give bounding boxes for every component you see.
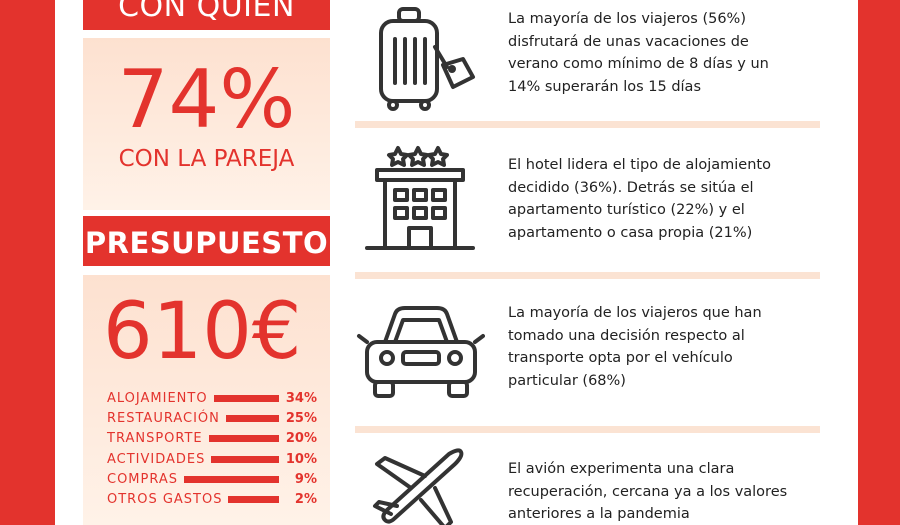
info-text: La mayoría de los viajeros (56%) disfrut… — [508, 8, 808, 98]
budget-value: 9% — [294, 471, 317, 487]
text-line: anteriores a la pandemia — [508, 506, 690, 522]
budget-row: ALOJAMIENTO 34% — [107, 388, 317, 408]
text-line: disfrutará de unas vacaciones de — [508, 33, 749, 50]
divider — [355, 426, 820, 433]
budget-header: PRESUPUESTO — [83, 216, 330, 266]
budget-value: 20% — [285, 431, 317, 447]
text-line: apartamento turístico (22%) y el — [508, 202, 745, 218]
info-text: La mayoría de los viajeros que han tomad… — [508, 302, 808, 392]
left-red-border — [0, 0, 55, 525]
budget-bar — [208, 435, 279, 443]
right-red-border — [858, 0, 900, 525]
budget-amount: 610€ — [103, 287, 302, 377]
suitcase-icon — [355, 5, 485, 115]
car-icon — [355, 292, 485, 402]
who-panel — [83, 38, 330, 210]
text-line: El hotel lidera el tipo de alojamiento — [508, 157, 771, 173]
text-line: verano como mínimo de 8 días y un — [508, 56, 769, 72]
budget-value: 25% — [285, 410, 317, 426]
budget-row: OTROS GASTOS 2% — [107, 489, 317, 509]
info-row-transport: La mayoría de los viajeros que han tomad… — [355, 290, 820, 420]
budget-row: TRANSPORTE 20% — [107, 429, 317, 449]
text-line: decidido (36%). Detrás se sitúa el — [508, 179, 754, 196]
text-line: recuperación, cercana ya a los valores — [508, 483, 788, 500]
text-line: particular (68%) — [508, 372, 626, 389]
budget-label: COMPRAS — [107, 471, 179, 487]
budget-value: 34% — [285, 390, 317, 406]
budget-value: 10% — [285, 451, 317, 467]
budget-row: ACTIVIDADES 10% — [107, 449, 317, 469]
text-line: 14% superarán los 15 días — [508, 78, 701, 95]
text-line: apartamento o casa propia (21%) — [508, 224, 753, 241]
budget-label: RESTAURACIÓN — [107, 410, 220, 426]
budget-bar — [225, 414, 279, 422]
right-white-stripe — [852, 0, 858, 525]
budget-bar — [211, 455, 279, 463]
text-line: tomado una decisión respecto al — [508, 327, 745, 344]
budget-breakdown: ALOJAMIENTO 34% RESTAURACIÓN 25% TRANSPORT… — [107, 388, 317, 510]
budget-row: RESTAURACIÓN 25% — [107, 408, 317, 428]
text-line: El avión experimenta una clara — [508, 461, 735, 477]
budget-row: COMPRAS 9% — [107, 469, 317, 489]
text-line: La mayoría de los viajeros (56%) — [508, 11, 746, 27]
left-column: CON QUIÉN 74% CON LA PAREJA PRESUPUESTO … — [83, 0, 330, 525]
divider — [355, 272, 820, 279]
budget-bar — [213, 394, 279, 402]
divider — [355, 121, 820, 128]
info-row-lodging: El hotel lidera el tipo de alojamiento d… — [355, 138, 820, 268]
text-line: transporte opta por el vehículo — [508, 350, 733, 366]
budget-value: 2% — [294, 492, 317, 508]
airplane-icon — [355, 444, 485, 525]
who-header: CON QUIÉN — [83, 0, 330, 30]
info-text: El avión experimenta una clara recuperac… — [508, 458, 808, 525]
who-percentage: 74% — [117, 53, 296, 146]
info-row-duration: La mayoría de los viajeros (56%) disfrut… — [355, 0, 820, 120]
budget-label: ALOJAMIENTO — [107, 390, 208, 406]
budget-bar — [228, 496, 279, 504]
budget-panel — [83, 275, 330, 525]
budget-label: TRANSPORTE — [107, 431, 203, 447]
info-text: El hotel lidera el tipo de alojamiento d… — [508, 154, 808, 244]
info-row-flight: El avión experimenta una clara recuperac… — [355, 440, 820, 525]
text-line: La mayoría de los viajeros que han — [508, 305, 762, 321]
budget-bar — [184, 475, 279, 483]
budget-label: ACTIVIDADES — [107, 451, 206, 467]
budget-label: OTROS GASTOS — [107, 492, 223, 508]
hotel-icon — [355, 144, 485, 254]
who-label: CON LA PAREJA — [118, 146, 295, 172]
